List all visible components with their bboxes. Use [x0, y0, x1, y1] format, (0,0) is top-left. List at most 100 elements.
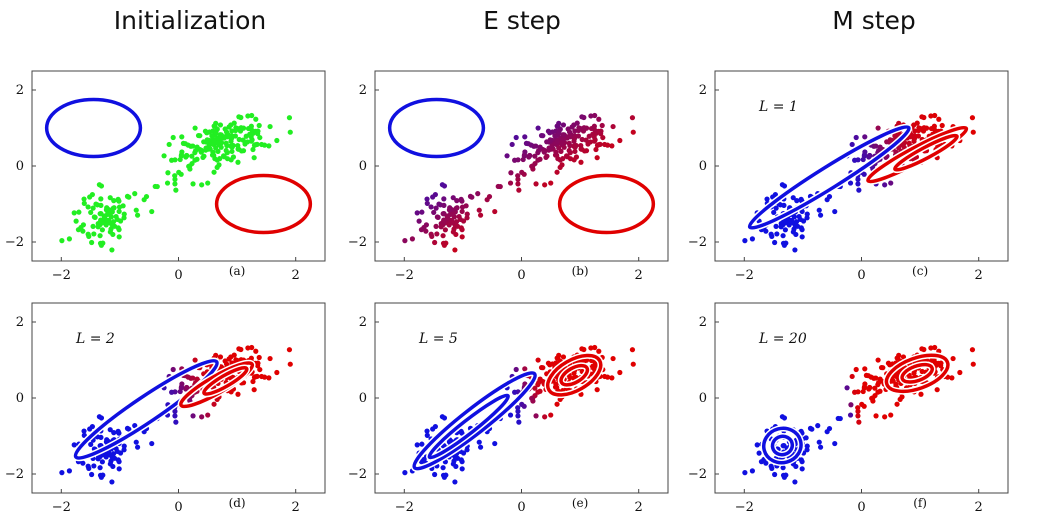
data-point — [214, 126, 220, 132]
data-point — [604, 374, 611, 380]
data-point — [209, 133, 215, 139]
y-tick-label: 2 — [16, 315, 24, 330]
data-point — [133, 439, 139, 445]
data-point — [780, 472, 787, 478]
data-point — [832, 208, 838, 215]
data-point — [544, 153, 550, 159]
x-tick-label: −2 — [395, 500, 414, 515]
data-point — [111, 430, 117, 436]
data-point — [591, 123, 597, 129]
gaussian-contour-red — [900, 362, 934, 384]
panel-d: −2 0 2 2 0 −2 (d) L = 2 — [5, 302, 326, 515]
data-point — [533, 181, 539, 187]
data-point — [533, 143, 539, 149]
data-point — [856, 419, 862, 425]
data-point — [782, 227, 788, 233]
data-point — [107, 461, 113, 467]
x-tick-label: 2 — [292, 500, 300, 515]
data-point — [446, 439, 453, 445]
data-point — [116, 234, 122, 240]
data-point — [585, 141, 591, 147]
data-point — [772, 239, 778, 246]
data-point — [97, 240, 104, 246]
data-point — [228, 138, 234, 144]
data-point — [172, 176, 178, 182]
data-point — [222, 133, 229, 140]
data-point — [835, 415, 841, 422]
data-point — [116, 208, 122, 215]
data-point — [89, 239, 95, 246]
data-point — [432, 423, 438, 430]
data-point — [522, 149, 528, 155]
data-point — [586, 133, 592, 139]
data-point — [630, 361, 636, 367]
data-point — [85, 204, 91, 210]
data-point — [529, 163, 535, 169]
data-point — [133, 207, 139, 213]
data-point — [121, 215, 127, 221]
data-point — [861, 385, 867, 391]
data-point — [875, 125, 881, 131]
data-point — [179, 134, 185, 140]
data-point — [792, 247, 798, 253]
data-point — [522, 134, 528, 140]
data-point — [71, 210, 77, 216]
data-point — [495, 183, 501, 190]
data-point — [772, 471, 778, 478]
data-point — [211, 138, 217, 144]
data-point — [169, 157, 175, 163]
data-point — [861, 403, 867, 409]
data-point — [109, 479, 115, 485]
data-point — [436, 201, 442, 207]
data-point — [440, 240, 447, 246]
data-point — [780, 233, 786, 239]
x-tick-label: −2 — [52, 500, 71, 515]
data-point — [939, 122, 945, 129]
data-point — [428, 231, 434, 237]
data-point — [459, 234, 465, 240]
data-point — [869, 395, 875, 401]
data-point — [535, 157, 541, 163]
data-point — [287, 361, 293, 367]
data-point — [444, 215, 451, 221]
data-point — [969, 347, 976, 353]
data-point — [888, 412, 894, 418]
data-point — [554, 355, 560, 361]
data-point — [855, 405, 861, 411]
y-tick-label: 0 — [359, 159, 367, 174]
data-point — [424, 200, 430, 206]
data-point — [571, 157, 577, 163]
data-point — [232, 127, 239, 134]
data-point — [179, 381, 185, 387]
data-point — [81, 432, 87, 438]
data-point — [475, 191, 481, 197]
x-tick-label: 2 — [975, 268, 983, 283]
data-point — [507, 412, 514, 418]
data-point — [218, 132, 224, 138]
data-point — [215, 140, 222, 146]
data-point — [189, 153, 195, 159]
data-point — [98, 434, 104, 440]
data-point — [434, 231, 440, 237]
iteration-label: L = 2 — [75, 331, 115, 347]
data-point — [121, 447, 127, 453]
data-point — [781, 202, 787, 208]
x-tick-label: 2 — [635, 268, 643, 283]
data-point — [861, 171, 867, 177]
data-point — [476, 207, 482, 213]
data-point — [742, 238, 748, 244]
data-point — [419, 441, 425, 447]
data-point — [873, 413, 879, 419]
data-point — [617, 137, 623, 144]
data-point — [424, 428, 430, 434]
data-point — [446, 207, 453, 213]
data-point — [768, 463, 774, 469]
gaussian-contour-blue — [73, 359, 219, 460]
data-point — [458, 428, 464, 434]
data-point — [229, 148, 235, 155]
data-point — [274, 369, 280, 376]
gaussian-contour-blue — [387, 97, 486, 159]
data-point — [254, 141, 260, 147]
data-point — [101, 215, 108, 221]
data-point — [441, 202, 447, 208]
